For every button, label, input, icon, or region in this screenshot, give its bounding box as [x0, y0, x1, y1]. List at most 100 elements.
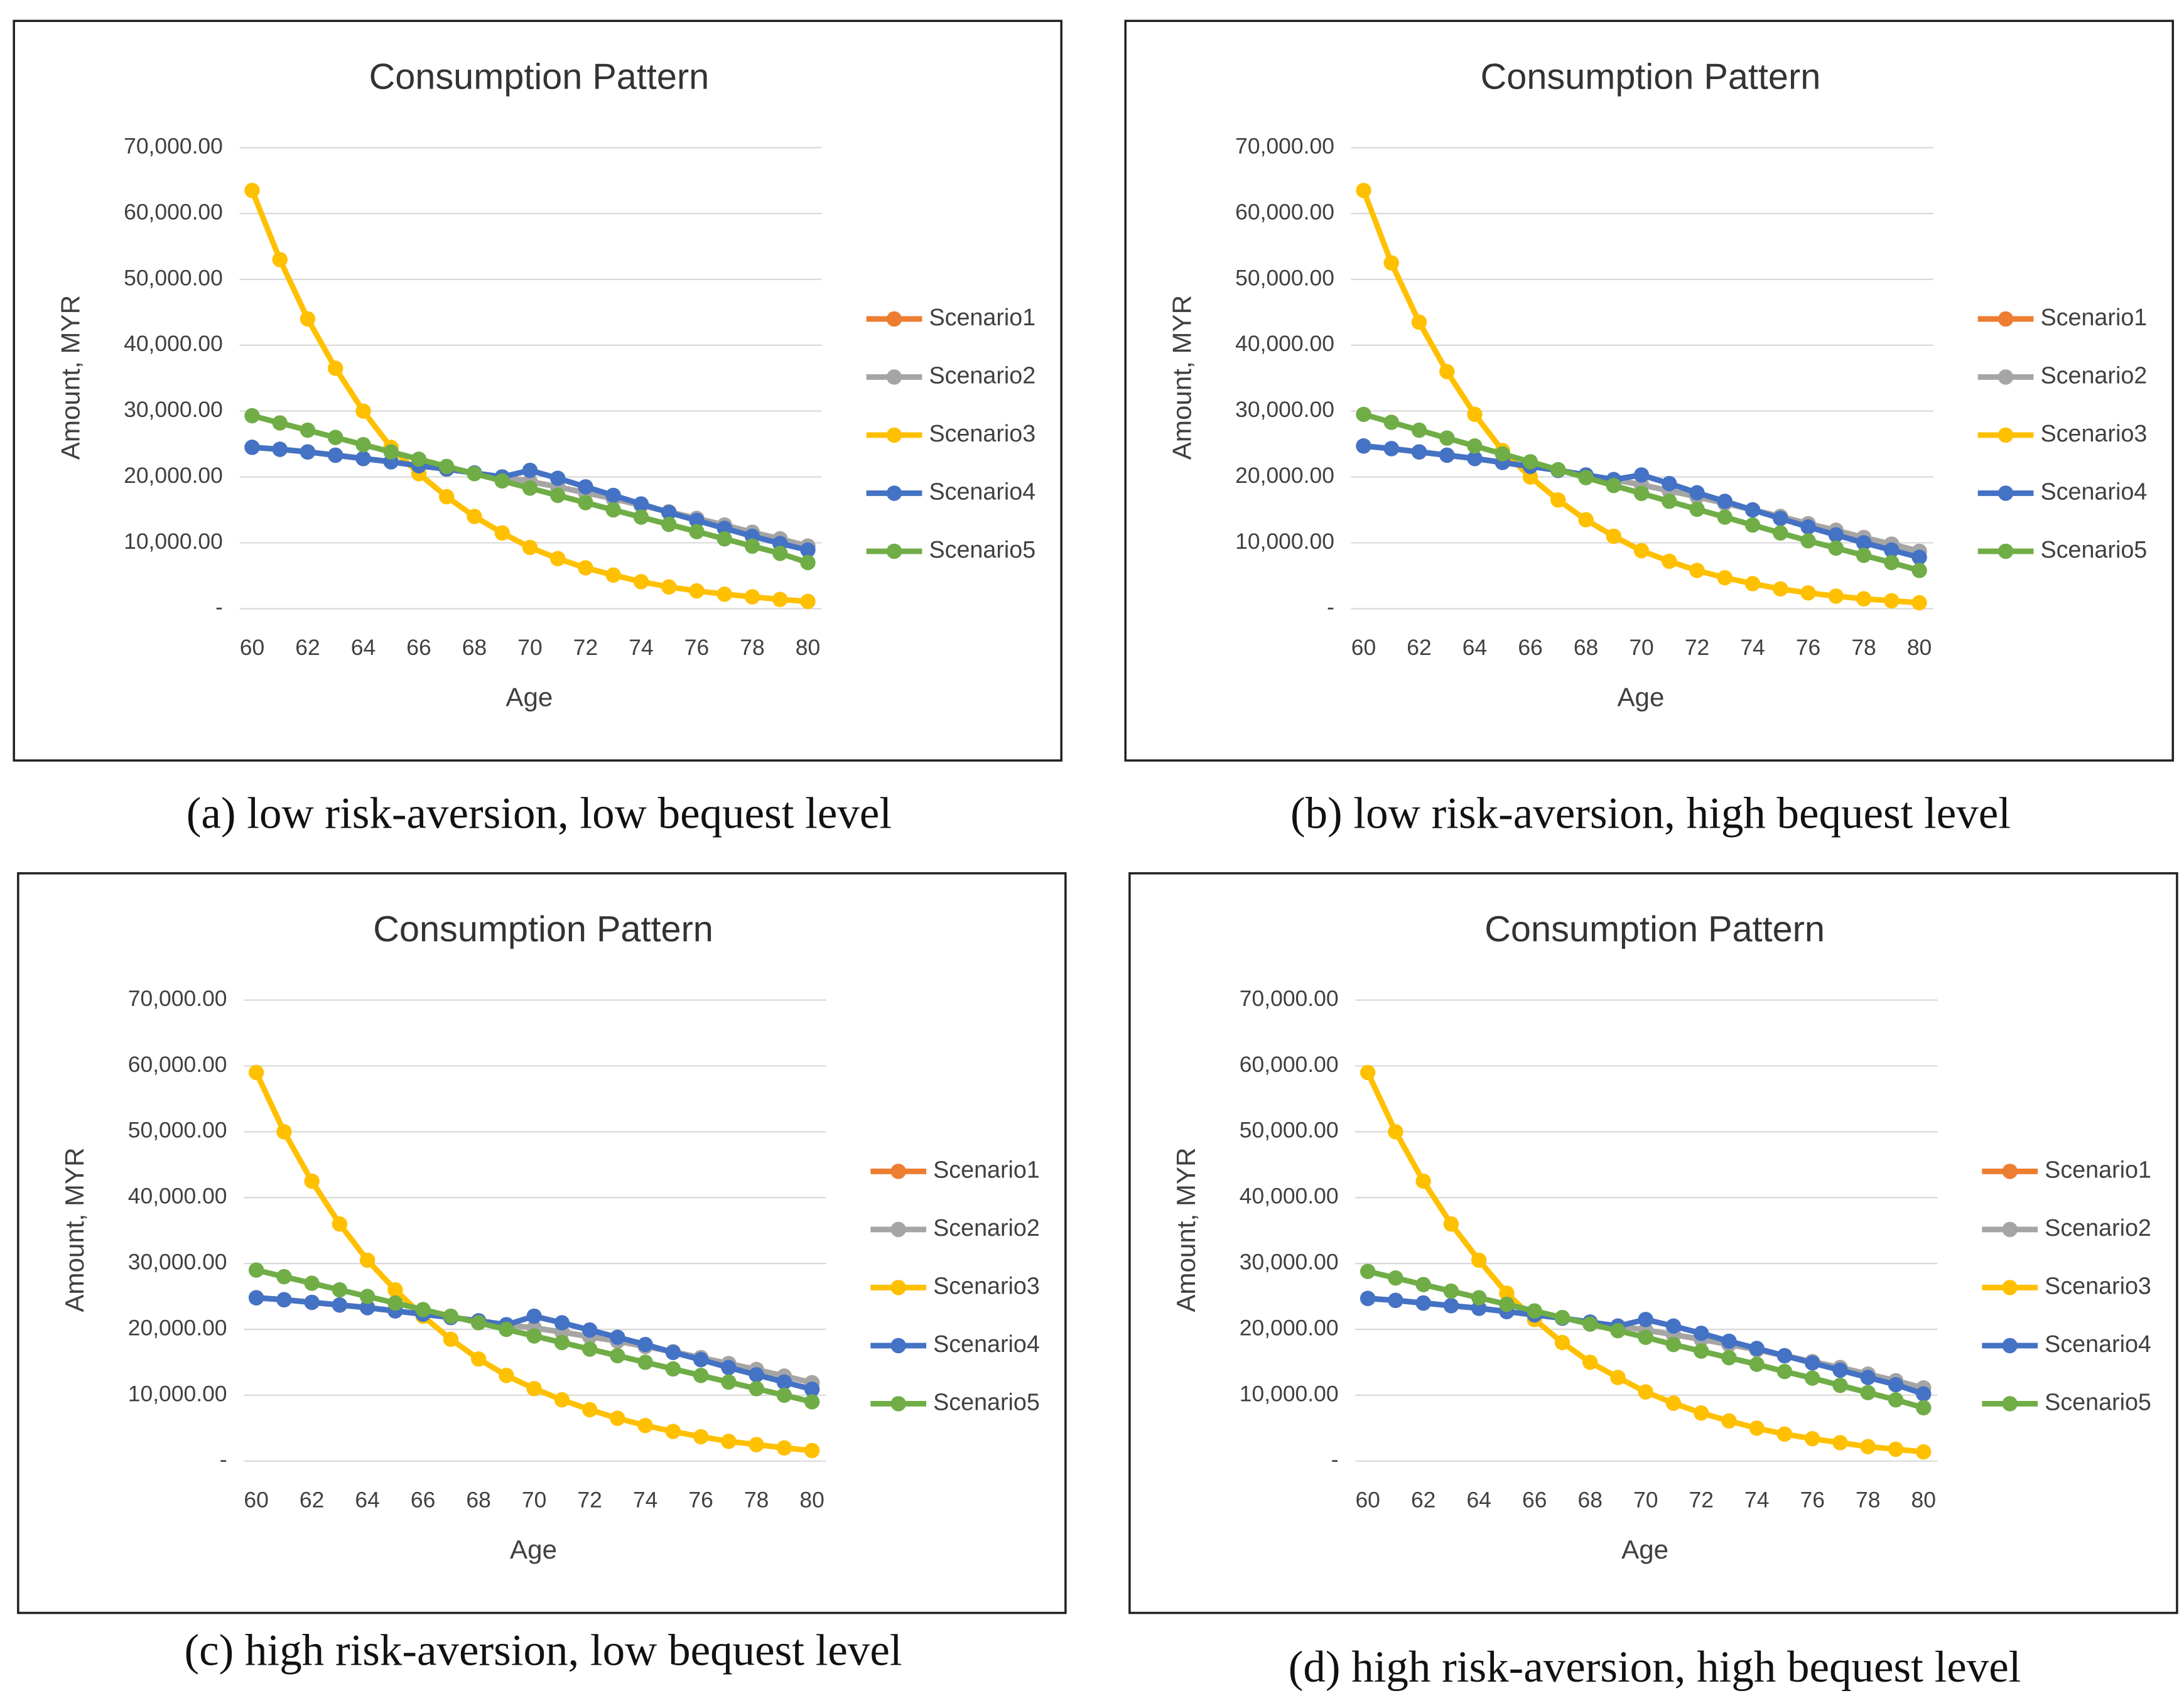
y-tick-label: 20,000.00 [124, 463, 223, 488]
x-tick-label: 78 [1856, 1488, 1880, 1513]
data-point [637, 1417, 653, 1434]
data-point [1773, 525, 1788, 541]
data-point [1499, 1296, 1515, 1312]
y-axis-label: Amount, MYR [1171, 1147, 1201, 1312]
data-point [328, 447, 343, 463]
y-tick-label: 10,000.00 [1240, 1381, 1339, 1406]
data-point [1356, 183, 1371, 198]
data-point [1773, 581, 1788, 597]
data-point [1694, 1343, 1709, 1359]
y-tick-label: 50,000.00 [1240, 1118, 1339, 1143]
y-tick-label: 30,000.00 [124, 397, 223, 422]
data-point [1776, 1426, 1793, 1442]
y-tick-label: 10,000.00 [124, 529, 223, 554]
panel-border [1124, 19, 2175, 762]
data-point [499, 1368, 514, 1383]
data-point [526, 1328, 542, 1344]
y-tick-label: 50,000.00 [128, 1118, 227, 1143]
data-point [359, 1300, 376, 1316]
data-point [1415, 1295, 1431, 1311]
data-point [721, 1374, 737, 1390]
data-point [522, 462, 538, 478]
caption: (b) low risk-aversion, high bequest leve… [1290, 789, 2011, 838]
data-point [689, 524, 705, 539]
data-point [633, 509, 649, 525]
data-point [1471, 1290, 1487, 1305]
x-tick-label: 76 [684, 635, 709, 660]
data-point [1439, 447, 1455, 463]
data-point [1383, 414, 1399, 430]
chart-panel: Consumption Pattern Amount, MYR Age - 10,000… [1124, 19, 2175, 838]
data-point [1499, 1285, 1515, 1301]
data-point [804, 1381, 820, 1397]
panel-border [17, 872, 1067, 1614]
data-point [800, 542, 816, 558]
data-point [1610, 1322, 1626, 1339]
data-point [332, 1297, 348, 1313]
data-point [1665, 1318, 1682, 1334]
data-point [443, 1331, 459, 1347]
data-point [355, 450, 371, 467]
caption: (a) low risk-aversion, low bequest level [187, 789, 892, 838]
data-point [1415, 1277, 1431, 1292]
data-point [248, 1064, 264, 1081]
y-tick-label: 20,000.00 [1235, 463, 1334, 488]
data-point [716, 531, 732, 547]
data-point [1610, 1370, 1626, 1385]
data-point [1439, 364, 1455, 379]
x-axis-label: Age [1621, 1535, 1668, 1564]
data-point [1860, 1370, 1876, 1385]
data-point [467, 466, 482, 482]
data-point [1689, 485, 1705, 500]
data-point [661, 579, 677, 595]
data-point [578, 479, 593, 495]
x-tick-label: 80 [796, 635, 820, 660]
data-point [1832, 1435, 1848, 1451]
x-axis-label: Age [1617, 683, 1664, 712]
data-point [300, 444, 316, 460]
data-point [1443, 1283, 1459, 1299]
data-point [1916, 1386, 1932, 1402]
x-tick-label: 74 [1740, 635, 1765, 660]
data-point [1776, 1348, 1793, 1364]
data-point [1606, 477, 1621, 494]
x-tick-label: 68 [1577, 1488, 1602, 1513]
data-point [1689, 563, 1705, 578]
x-tick-label: 72 [573, 635, 598, 660]
data-point [1550, 492, 1566, 508]
data-point [554, 1315, 570, 1331]
data-point [1800, 585, 1816, 601]
x-tick-label: 72 [1685, 635, 1709, 660]
data-point [332, 1216, 348, 1232]
data-point [355, 403, 371, 419]
data-point [1805, 1430, 1820, 1447]
data-point [637, 1354, 653, 1370]
legend-marker [890, 1221, 906, 1238]
legend-marker [886, 369, 902, 385]
data-point [744, 589, 760, 605]
data-point [749, 1381, 764, 1397]
data-point [328, 430, 343, 445]
data-point [1467, 406, 1483, 423]
data-point [1916, 1444, 1932, 1460]
data-point [1411, 444, 1427, 460]
data-point [605, 567, 621, 583]
chart-panel: Consumption Pattern Amount, MYR Age - 10,000… [1128, 872, 2178, 1692]
data-point [1888, 1441, 1904, 1457]
y-tick-label: 70,000.00 [1240, 986, 1339, 1011]
data-point [804, 1442, 820, 1459]
data-point [1694, 1326, 1709, 1341]
data-point [1888, 1392, 1904, 1408]
data-point [1554, 1334, 1570, 1351]
legend-marker [2002, 1396, 2018, 1412]
data-point [1916, 1400, 1932, 1416]
data-point [526, 1308, 542, 1324]
legend-marker [886, 311, 902, 327]
data-point [276, 1124, 292, 1140]
data-point [300, 422, 316, 438]
data-point [1911, 563, 1927, 578]
data-point [1606, 528, 1621, 544]
data-point [1749, 1356, 1765, 1372]
data-point [1856, 591, 1872, 607]
